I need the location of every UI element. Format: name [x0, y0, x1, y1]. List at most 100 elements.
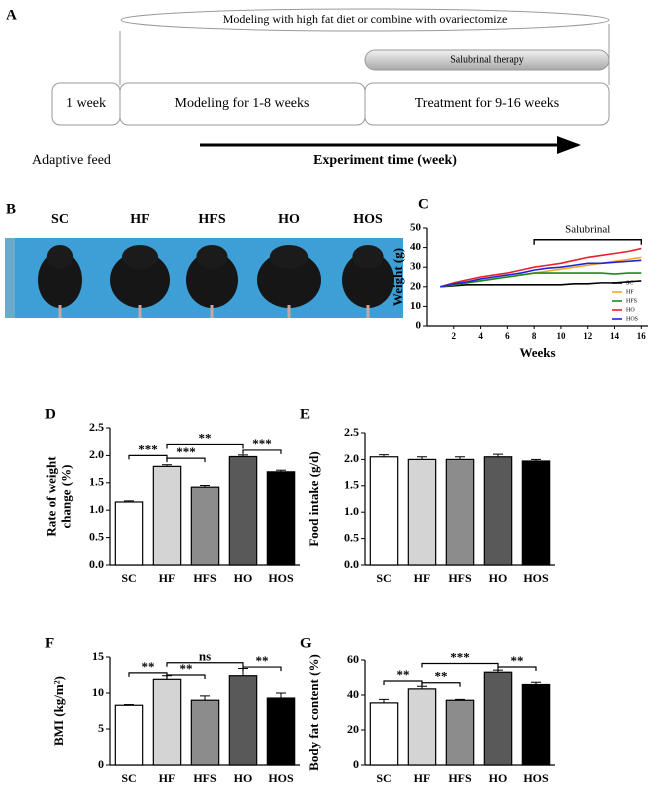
sig-bracket	[421, 662, 499, 668]
sig-label: ***	[450, 649, 470, 664]
legend-label: HFS	[626, 298, 637, 304]
bar	[152, 678, 182, 766]
bar	[190, 486, 220, 566]
sig-bracket	[497, 666, 537, 671]
x-tick-label: HF	[414, 771, 431, 785]
sig-bracket	[166, 662, 244, 667]
y-tick-label: 1.5	[344, 478, 359, 492]
sig-bracket	[242, 666, 282, 672]
bar	[369, 456, 399, 566]
y-tick-label: 10	[410, 300, 422, 312]
bar	[228, 455, 258, 566]
y-tick-label: 30	[410, 261, 422, 273]
panel-letter: F	[45, 635, 54, 651]
x-tick-label: HO	[234, 571, 253, 585]
series-line	[440, 247, 642, 288]
bar	[190, 699, 220, 766]
y-tick-label: 20	[347, 722, 359, 736]
y-tick-label: 10	[92, 685, 104, 699]
x-tick-label: HOS	[523, 571, 549, 585]
x-tick-label: HOS	[268, 771, 294, 785]
mouse-head	[196, 245, 228, 269]
bar	[445, 458, 475, 566]
y-tick-label: 0	[416, 320, 422, 332]
ruler	[5, 238, 15, 318]
y-tick-label: 50	[410, 222, 422, 234]
series-line	[440, 280, 642, 288]
time-axis-label: Experiment time (week)	[313, 153, 457, 168]
mouse-head	[352, 245, 384, 269]
legend-label: HF	[626, 289, 634, 295]
bar	[483, 456, 513, 566]
sig-label: **	[180, 661, 193, 676]
sig-label: **	[142, 659, 155, 674]
sig-label: **	[256, 653, 269, 668]
y-tick-label: 0.0	[89, 557, 104, 571]
x-tick-label: 10	[556, 331, 566, 341]
sig-bracket	[166, 443, 244, 449]
x-tick-label: HFS	[193, 771, 217, 785]
sig-bracket	[166, 674, 206, 679]
series-line	[440, 272, 642, 288]
y-axis-label: BMI (kg/m²)	[51, 676, 66, 746]
y-tick-label: 40	[347, 687, 359, 701]
x-tick-label: 2	[452, 331, 457, 341]
x-tick-label: 12	[583, 331, 593, 341]
y-tick-label: 2.0	[344, 451, 359, 465]
y-tick-label: 1.5	[89, 475, 104, 489]
x-tick-label: 14	[610, 331, 620, 341]
y-axis-label: Rate of weight	[43, 456, 58, 537]
group-label: HFS	[198, 212, 225, 227]
legend-label: HO	[626, 307, 635, 313]
therapy-label: Salubrinal therapy	[450, 54, 524, 65]
y-axis-label: Food intake (g/d)	[306, 451, 321, 546]
y-tick-label: 2.0	[89, 447, 104, 461]
bar	[152, 465, 182, 566]
legend-label: SC	[626, 280, 633, 286]
y-tick-label: 2.5	[89, 420, 104, 434]
mouse-body	[342, 252, 394, 308]
sig-label: ***	[176, 444, 196, 459]
x-tick-label: HF	[414, 571, 431, 585]
x-tick-label: HFS	[448, 771, 472, 785]
bar	[266, 697, 296, 766]
y-tick-label: 2.5	[344, 425, 359, 439]
top-ellipse	[120, 8, 610, 32]
panel-letter: B	[6, 201, 16, 217]
x-tick-label: HFS	[448, 571, 472, 585]
legend-label: HOS	[626, 316, 638, 322]
x-tick-label: HO	[489, 771, 508, 785]
x-tick-label: SC	[121, 571, 136, 585]
x-tick-label: HF	[159, 771, 176, 785]
mouse-body	[110, 252, 170, 308]
phase-label: Treatment for 9-16 weeks	[415, 96, 560, 111]
y-tick-label: 5	[98, 721, 104, 735]
sig-bracket	[242, 449, 282, 454]
sig-label: **	[199, 430, 212, 445]
y-tick-label: 0	[353, 757, 359, 771]
x-tick-label: HF	[159, 571, 176, 585]
y-tick-label: 1.0	[89, 502, 104, 516]
y-axis-label: Weight (g)	[390, 248, 405, 306]
bar	[521, 683, 551, 766]
x-tick-label: HFS	[193, 571, 217, 585]
phase-label: Modeling for 1-8 weeks	[175, 96, 310, 111]
sig-label: **	[511, 653, 524, 668]
x-tick-label: SC	[121, 771, 136, 785]
panel-letter: C	[418, 196, 429, 212]
sig-bracket	[166, 457, 206, 463]
therapy-pill	[364, 49, 610, 71]
bar	[521, 460, 551, 566]
bar	[407, 458, 437, 566]
sig-label: ns	[199, 649, 211, 664]
x-tick-label: HO	[234, 771, 253, 785]
panel-letter: G	[300, 635, 312, 651]
y-tick-label: 0.5	[89, 529, 104, 543]
sig-label: **	[397, 667, 410, 682]
annotation-bracket	[533, 239, 643, 245]
series-line	[440, 259, 642, 288]
panel-letter: A	[6, 7, 17, 23]
x-axis-label: Weeks	[519, 345, 555, 360]
bar	[266, 471, 296, 566]
sig-bracket	[421, 682, 461, 687]
